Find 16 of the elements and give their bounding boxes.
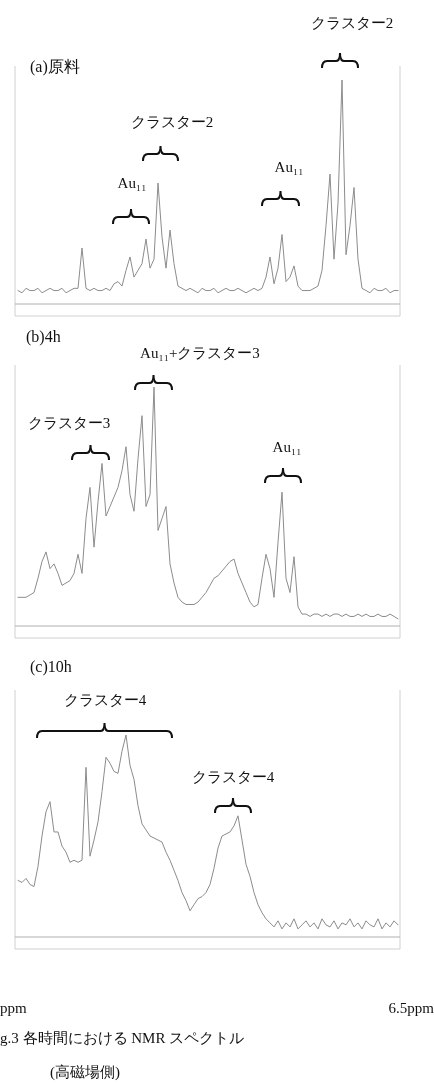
text: g.3 各時間における NMR スペクトル bbox=[0, 1030, 245, 1046]
text: (高磁場側) bbox=[50, 1064, 120, 1081]
annotation: クラスター4 bbox=[191, 769, 275, 785]
annotation: Au₁₁ bbox=[272, 439, 302, 455]
text: ppm bbox=[0, 1000, 27, 1016]
text: 6.5ppm bbox=[388, 1000, 434, 1016]
chart-title: (a)原料 bbox=[30, 58, 80, 76]
text: Au₁₁+クラスター3 bbox=[140, 345, 260, 361]
chart-title: (b)4h bbox=[26, 328, 61, 346]
text: クラスター2 bbox=[310, 15, 394, 31]
annotation: クラスター3 bbox=[27, 415, 111, 431]
annotation: Au₁₁ bbox=[274, 159, 304, 175]
annotation: Au₁₁ bbox=[117, 175, 147, 191]
annotation: クラスター2 bbox=[130, 114, 214, 130]
text: クラスター4 bbox=[63, 692, 147, 708]
chart-title: (c)10h bbox=[30, 658, 72, 676]
